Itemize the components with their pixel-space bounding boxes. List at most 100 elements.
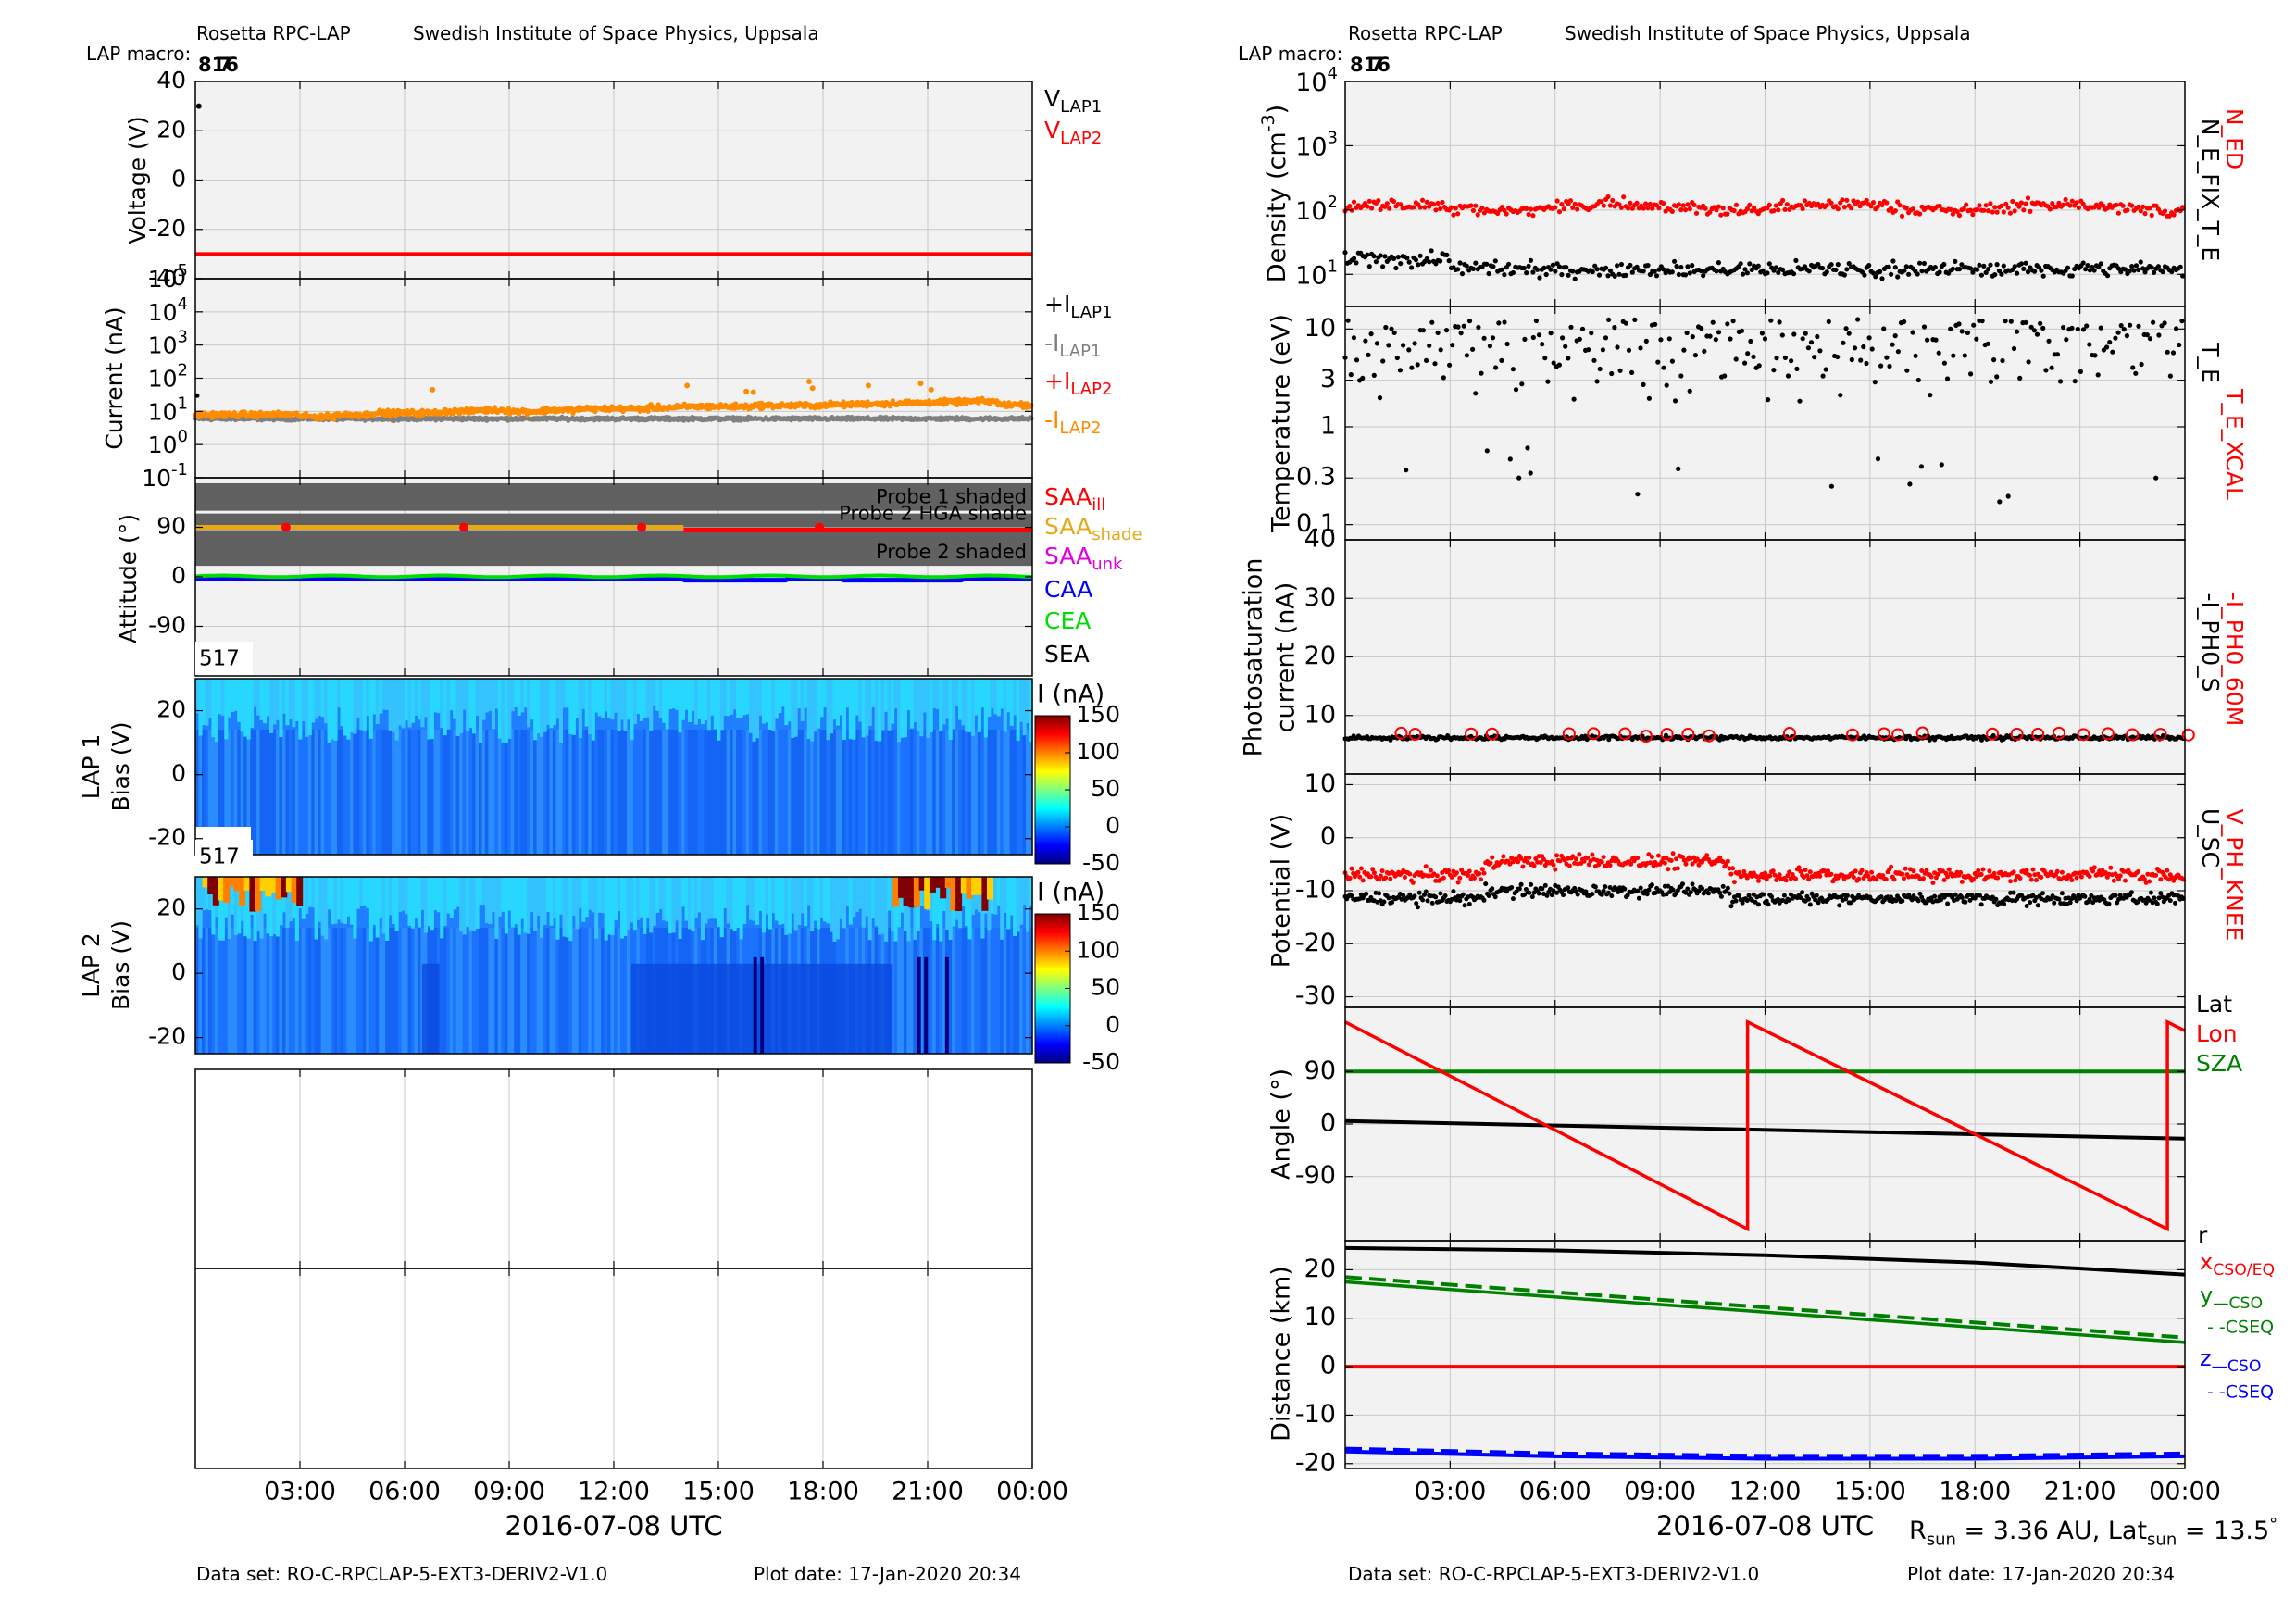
lap1-spectrogram-cell [294,730,299,855]
lap2-spectrogram-cell [475,928,480,1054]
lap2-spectrogram-cell [523,877,528,933]
t-e-point [1612,325,1617,331]
n-e-fix-point [1470,266,1476,271]
t-e-point [1629,369,1635,375]
lap1-spectrogram-cell [536,730,541,855]
lap2-spectrogram-cell [974,928,979,1054]
n-ed-point [2114,202,2119,207]
lap1-spectrogram-cell [778,679,782,713]
t-e-point [1522,336,1528,342]
n-e-fix-point [2131,268,2137,273]
lap1-spectrogram-cell [880,730,885,855]
lap1-spectrogram-cell [333,730,338,855]
lap1-spectrogram-cell [1019,679,1024,722]
lap1-spectrogram-cell [575,679,580,718]
lap1-spectrogram-cell [198,730,203,855]
t-e-point [1519,381,1525,387]
n-ed-point [1782,206,1788,212]
lap2-spectrogram-cell [250,928,255,1054]
lap2-spectrogram-cell [320,928,325,1054]
lap2-spectrogram-cell [601,928,605,1054]
t-e-point [2043,368,2049,373]
lap2-spectrogram-cell [1026,877,1030,932]
lap1-spectrogram-cell [723,679,728,716]
minus-i-lap2-spike [917,381,924,387]
lap1-spectrogram-cell [852,730,856,855]
t-e-point [1635,492,1641,497]
n-e-fix-point [1413,257,1418,263]
t-e-point [1820,373,1826,379]
lap2-spectrogram-cell [540,928,544,1054]
lap1-spectrogram-cell [688,730,693,855]
lap1-spectrogram-cell [349,679,354,733]
n-e-fix-point [1486,270,1491,277]
minus-i-lap2-spike [430,386,436,393]
n-e-fix-point [1741,271,1746,277]
lap1-spectrogram-cell [353,730,357,855]
lap1-spectrogram-cell [791,730,795,855]
t-e-point [1404,468,1409,473]
n-e-fix-point [1690,263,1695,269]
n-ed-point [1561,206,1566,212]
lap2-spectrogram-cell [324,877,329,940]
lap1-spectrogram-cell [817,730,821,855]
lap2-spectrogram-cell [440,877,444,939]
v-lap1-point [195,103,202,109]
lap2-spectrogram-cell [636,877,641,920]
n-e-fix-point [1366,264,1372,269]
lap2-spectrogram-cell [346,928,351,1054]
t-e-point [1586,347,1591,353]
n-ed-point [1647,201,1653,207]
lap1-spectrogram-cell [961,730,966,855]
lap1-spectrogram-cell [259,679,264,720]
n-e-fix-point [1605,273,1611,279]
t-e-point [1432,361,1438,367]
lap1-spectrogram-cell [578,730,582,855]
t-e-point [1566,356,1571,361]
lap1-spectrogram-cell [231,679,235,712]
t-e-point [1354,357,1360,363]
u-sc-point [1364,891,1369,896]
lap1-spectrogram-cell [427,679,431,740]
lap1-spectrogram-cell [324,730,329,855]
lap2-spectrogram-cell [307,877,312,907]
lap1-spectrogram-cell [1016,730,1020,855]
lap1-spectrogram-cell [774,730,779,855]
lap1-spectrogram-cell [839,730,843,855]
v-ph-knee-point [1472,875,1477,881]
n-ed-point [2069,198,2075,204]
n-e-fix-point [1473,260,1479,266]
lap2-spectrogram-cell [987,928,992,1054]
lap1-spectrogram-cell [706,679,711,731]
n-ed-point [1776,207,1781,213]
n-e-fix-point [2012,264,2017,269]
lap2-spectrogram-cell [965,928,969,1054]
lap1-spectrogram-cell [736,679,741,718]
n-ed-point [1453,206,1458,211]
lap1-spectrogram-cell [845,679,850,708]
n-e-fix-point [1438,258,1443,264]
lap1-spectrogram-cell [459,679,464,733]
t-e-point [1374,341,1379,346]
lap2-spectrogram-cell [510,928,515,1054]
lap1-spectrogram-cell [401,679,406,729]
n-e-fix-point [1953,258,1958,264]
lap2-spectrogram-cell [484,928,489,1054]
t-e-point [2121,327,2127,332]
n-ed-point [1625,206,1631,211]
lap1-spectrogram-cell [780,679,785,707]
lap1-spectrogram-cell [472,730,477,855]
minus-i-lap2-point [618,404,623,409]
lap1-spectrogram-cell [266,730,270,855]
lap2-spectrogram-cell [331,928,335,1054]
lap1-spectrogram-cell [327,730,331,855]
lap2-spectrogram-cell [417,928,421,1054]
t-e-point [1429,319,1435,325]
t-e-point [1716,330,1722,335]
t-e-point [1556,362,1562,368]
lap1-spectrogram-cell [878,730,882,855]
lap1-spectrogram-cell [568,730,573,855]
lap1-spectrogram-cell [481,730,486,855]
t-e-point [1797,398,1803,404]
t-e-point [1516,475,1522,481]
